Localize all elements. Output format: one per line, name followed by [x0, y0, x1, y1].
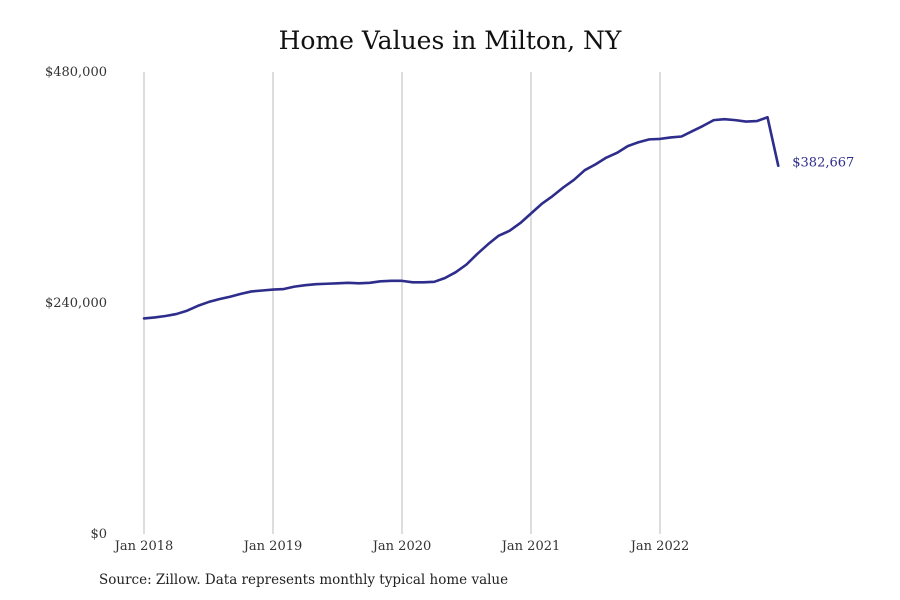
end-value-label: $382,667 — [792, 156, 854, 171]
x-tick-label: Jan 2020 — [371, 539, 432, 554]
y-tick-label: $480,000 — [45, 65, 107, 80]
end-label-layer: $382,667 — [792, 156, 854, 171]
x-tick-label: Jan 2018 — [113, 539, 174, 554]
source-note: Source: Zillow. Data represents monthly … — [99, 572, 509, 588]
series-layer — [142, 115, 780, 320]
x-tick-label: Jan 2022 — [629, 539, 690, 554]
gridlines — [143, 72, 661, 534]
y-tick-label: $240,000 — [45, 296, 107, 311]
x-tick-label: Jan 2021 — [500, 539, 561, 554]
y-tick-label: $0 — [90, 527, 107, 542]
y-axis-labels: $0 $240,000 $480,000 — [45, 65, 107, 542]
x-axis-labels: Jan 2018 Jan 2019 Jan 2020 Jan 2021 Jan 2022 — [113, 539, 690, 554]
x-tick-label: Jan 2019 — [242, 539, 303, 554]
chart-title: Home Values in Milton, NY — [278, 26, 622, 55]
series-line — [142, 115, 780, 320]
